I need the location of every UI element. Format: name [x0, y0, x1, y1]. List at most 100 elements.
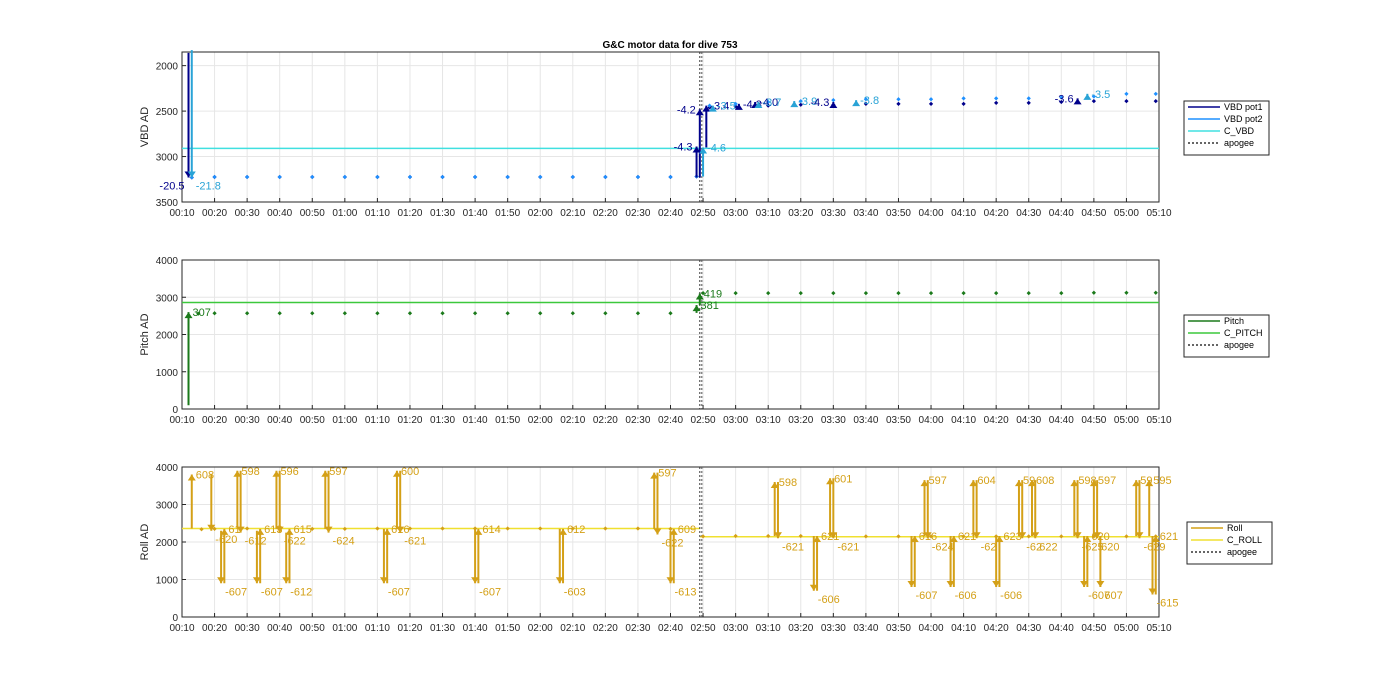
data-point: [310, 311, 315, 316]
action-arrowhead: [695, 293, 704, 300]
x-tick-label: 03:20: [788, 208, 813, 219]
action-label: -613: [675, 586, 697, 598]
data-point: [212, 174, 217, 180]
action-arrowhead: [321, 470, 330, 477]
legend-label: C_VBD: [1224, 126, 1255, 136]
x-tick-label: 04:50: [1081, 415, 1106, 426]
x-tick-label: 04:20: [984, 415, 1009, 426]
action-label: 612: [567, 524, 585, 536]
action-arrowhead: [946, 581, 955, 587]
data-point: [668, 311, 673, 316]
data-point: [245, 311, 250, 316]
x-tick-label: 03:10: [756, 415, 781, 426]
x-tick-label: 05:00: [1114, 415, 1139, 426]
x-tick-label: 00:20: [202, 208, 227, 219]
action-label: 595: [1153, 475, 1171, 487]
x-tick-label: 04:10: [951, 415, 976, 426]
x-tick-label: 01:50: [495, 208, 520, 219]
data-point: [831, 98, 836, 103]
x-tick-label: 03:10: [756, 623, 781, 634]
x-tick-label: 02:20: [593, 415, 618, 426]
x-tick-label: 04:00: [919, 208, 944, 219]
x-tick-label: 01:20: [397, 415, 422, 426]
data-point: [635, 174, 641, 180]
x-tick-label: 01:50: [495, 623, 520, 634]
data-point: [961, 101, 966, 106]
action-arrowhead: [1135, 532, 1144, 539]
x-tick-label: 04:30: [1016, 415, 1041, 426]
data-point: [277, 311, 282, 316]
action-label: -3.9: [798, 96, 817, 108]
x-tick-label: 02:50: [691, 623, 716, 634]
x-tick-label: 00:20: [202, 415, 227, 426]
data-point: [668, 526, 673, 531]
x-tick-label: 02:40: [658, 415, 683, 426]
data-point: [440, 174, 445, 180]
data-point: [310, 526, 315, 531]
action-label: -607: [1088, 590, 1110, 602]
data-point: [472, 174, 478, 180]
action-label: -621: [837, 541, 859, 553]
x-tick-label: 03:20: [788, 415, 813, 426]
action-arrowhead: [217, 577, 226, 584]
x-tick-label: 02:00: [528, 623, 553, 634]
data-point: [199, 527, 204, 532]
x-tick-label: 02:20: [593, 208, 618, 219]
x-tick-label: 01:10: [365, 208, 390, 219]
legend-label: C_PITCH: [1224, 328, 1263, 338]
y-tick-label: 4000: [156, 256, 179, 267]
chart-title: G&C motor data for dive 753: [602, 40, 737, 51]
action-arrowhead: [1148, 588, 1157, 595]
y-tick-label: 3000: [156, 501, 179, 512]
action-label: -607: [261, 586, 283, 598]
y-tick-label: 2500: [156, 107, 179, 118]
action-arrowhead: [392, 470, 401, 477]
y-tick-label: 0: [172, 613, 178, 624]
x-tick-label: 00:10: [169, 208, 194, 219]
subplot-3: 00:10 00:20 00:30 00:40 00:50 01:00 01:10 01:20…: [139, 463, 1273, 634]
action-arrowhead: [1070, 480, 1079, 487]
data-point: [538, 311, 543, 316]
subplot-2: 00:10 00:20 00:30 00:40 00:50 01:00 01:10 01:20…: [139, 256, 1270, 426]
x-tick-label: 04:30: [1016, 623, 1041, 634]
x-tick-label: 03:40: [853, 415, 878, 426]
action-label: -606: [818, 594, 840, 606]
data-point: [994, 100, 999, 106]
subplot-1: 00:10 00:20 00:30 00:40 00:50 01:00 01:10 01:20…: [139, 50, 1270, 219]
action-arrowhead: [826, 478, 835, 485]
x-tick-label: 01:40: [463, 623, 488, 634]
action-label: 601: [834, 473, 852, 485]
data-point: [1153, 290, 1158, 295]
data-point: [961, 534, 966, 539]
action-arrowhead: [252, 577, 261, 584]
data-point: [896, 291, 901, 296]
x-tick-label: 02:50: [691, 208, 716, 219]
action-arrowhead: [474, 528, 483, 535]
data-point: [896, 97, 901, 102]
data-point: [245, 174, 250, 180]
action-label: 596: [280, 466, 298, 478]
legend-label: VBD pot2: [1224, 114, 1263, 124]
action-label: -62: [981, 541, 997, 553]
data-point: [472, 526, 478, 531]
action-label: -622: [661, 538, 683, 550]
data-point: [1124, 98, 1129, 104]
action-arrowhead: [699, 147, 708, 154]
action-arrowhead: [1145, 480, 1154, 487]
action-label: 600: [401, 466, 419, 478]
x-tick-label: 00:10: [169, 623, 194, 634]
data-point: [863, 291, 869, 296]
data-point: [196, 311, 201, 316]
x-tick-label: 01:00: [332, 208, 357, 219]
action-arrowhead: [770, 482, 779, 488]
action-label: -4.6: [707, 142, 726, 154]
legend-label: apogee: [1224, 340, 1254, 350]
data-point: [603, 526, 608, 531]
x-tick-label: 03:00: [723, 623, 748, 634]
x-tick-label: 02:30: [625, 208, 650, 219]
x-tick-label: 01:30: [430, 623, 455, 634]
action-arrowhead: [666, 577, 675, 584]
data-point: [570, 311, 575, 316]
action-label: -621: [782, 541, 804, 553]
data-point: [1026, 96, 1031, 101]
